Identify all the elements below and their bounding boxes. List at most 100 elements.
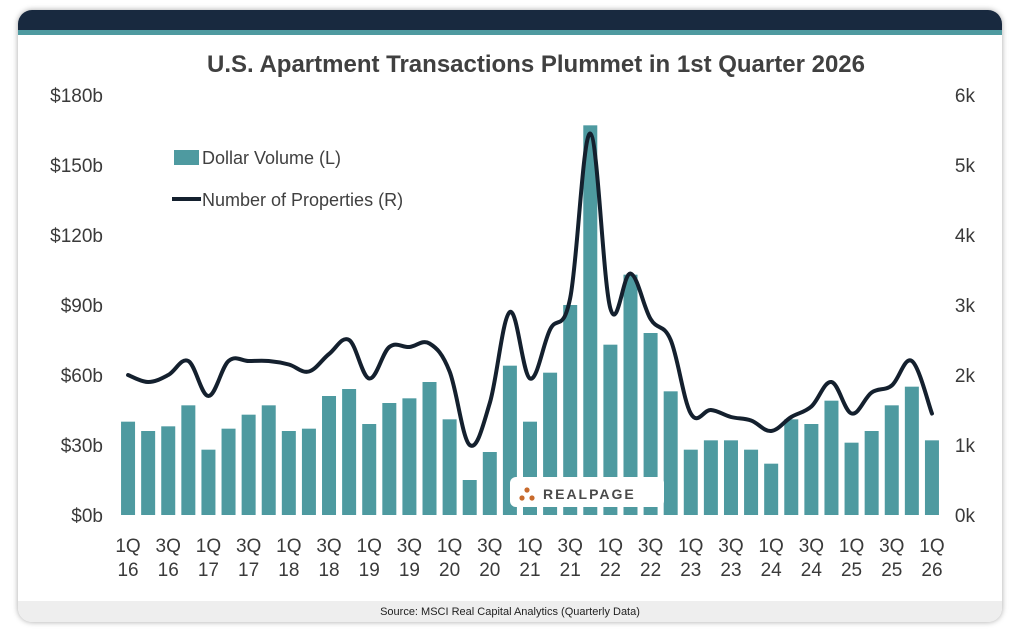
x-tick-label-bottom: 24	[761, 560, 783, 581]
bar-4Q18	[342, 389, 357, 515]
x-tick-label-bottom: 17	[238, 560, 259, 581]
x-tick-label-bottom: 18	[278, 560, 299, 581]
x-tick-label-bottom: 23	[680, 560, 701, 581]
bar-1Q17	[201, 449, 216, 515]
bar-1Q16	[121, 421, 136, 515]
bar-2Q16	[141, 431, 156, 515]
x-tick-label-bottom: 17	[198, 560, 219, 581]
bar-4Q23	[744, 449, 759, 515]
bar-2Q25	[864, 431, 879, 515]
legend-label-number-of-properties: Number of Properties (R)	[202, 190, 403, 210]
header-stripe	[18, 30, 1002, 35]
x-axis: 1Q 16 3Q 16 1Q 17 3Q 17 1Q 18 3Q 18 1Q 19 3Q 19 1Q 20 3Q 20…	[115, 536, 944, 581]
left-tick-label: $180b	[50, 86, 103, 107]
right-tick-label: 6k	[955, 86, 976, 107]
chart-frame: Source: MSCI Real Capital Analytics (Qua…	[18, 10, 1002, 622]
source-note: Source: MSCI Real Capital Analytics (Qua…	[380, 606, 640, 618]
x-tick-label-bottom: 25	[881, 560, 902, 581]
bar-2Q22	[623, 274, 638, 515]
right-tick-label: 3k	[955, 296, 976, 317]
x-tick-label-bottom: 19	[359, 560, 380, 581]
x-tick-label-top: 3Q	[799, 536, 824, 557]
bar-4Q25	[904, 386, 919, 515]
left-tick-label: $0b	[71, 506, 103, 527]
x-tick-label-top: 3Q	[879, 536, 904, 557]
x-tick-label-bottom: 25	[841, 560, 862, 581]
bar-3Q24	[804, 424, 819, 515]
x-tick-label-bottom: 21	[519, 560, 540, 581]
x-tick-label-bottom: 21	[560, 560, 581, 581]
bar-4Q16	[181, 405, 196, 515]
bar-2Q19	[382, 403, 397, 515]
x-tick-label-top: 1Q	[115, 536, 140, 557]
left-tick-label: $120b	[50, 226, 103, 247]
bar-3Q16	[161, 426, 176, 515]
bar-4Q21	[583, 125, 598, 515]
bar-3Q17	[241, 414, 256, 515]
bar-1Q23	[683, 449, 698, 515]
logo-dot-1	[524, 487, 530, 493]
x-tick-label-top: 3Q	[638, 536, 663, 557]
x-tick-label-top: 1Q	[678, 536, 703, 557]
x-tick-label-bottom: 18	[318, 560, 339, 581]
x-tick-label-top: 1Q	[357, 536, 382, 557]
x-tick-label-top: 3Q	[316, 536, 341, 557]
bar-2Q18	[301, 428, 316, 515]
x-tick-label-top: 1Q	[919, 536, 944, 557]
properties-line	[126, 131, 934, 448]
logo-text: REALPAGE	[543, 486, 636, 502]
left-axis: $0b $30b $60b $90b $120b $150b $180b	[50, 86, 103, 527]
x-tick-label-top: 3Q	[477, 536, 502, 557]
bar-2Q23	[703, 440, 718, 515]
bar-1Q26	[924, 440, 939, 515]
x-tick-label-bottom: 23	[720, 560, 741, 581]
x-tick-label-top: 3Q	[156, 536, 181, 557]
bar-1Q20	[442, 419, 457, 515]
legend-label-dollar-volume: Dollar Volume (L)	[202, 148, 341, 168]
logo-background	[510, 477, 664, 507]
header-bar	[18, 10, 1002, 30]
x-tick-label-bottom: 24	[801, 560, 823, 581]
footer-bar	[18, 601, 1002, 622]
x-tick-label-bottom: 19	[399, 560, 420, 581]
x-tick-label-bottom: 22	[640, 560, 661, 581]
right-tick-label: 2k	[955, 366, 976, 387]
x-tick-label-top: 1Q	[839, 536, 864, 557]
x-tick-label-top: 1Q	[517, 536, 542, 557]
bar-2Q17	[221, 428, 236, 515]
legend-swatch-dollar-volume	[174, 150, 199, 165]
x-tick-label-bottom: 22	[600, 560, 621, 581]
bar-4Q22	[663, 391, 678, 515]
bar-4Q24	[824, 400, 839, 515]
logo-dot-3	[529, 495, 535, 501]
left-tick-label: $90b	[61, 296, 103, 317]
bar-3Q25	[884, 405, 899, 515]
right-axis: 0k 1k 2k 3k 4k 5k 6k	[955, 86, 976, 527]
left-tick-label: $60b	[61, 366, 103, 387]
bar-1Q18	[281, 431, 296, 515]
x-tick-label-bottom: 16	[158, 560, 179, 581]
bar-3Q18	[322, 396, 337, 515]
bar-3Q21	[563, 305, 578, 515]
left-tick-label: $30b	[61, 436, 103, 457]
right-tick-label: 5k	[955, 156, 976, 177]
x-tick-label-top: 1Q	[276, 536, 301, 557]
bar-2Q24	[784, 419, 799, 515]
bar-4Q19	[422, 382, 437, 515]
bar-1Q22	[603, 344, 618, 515]
bar-series	[121, 125, 939, 515]
x-tick-label-top: 1Q	[758, 536, 783, 557]
x-tick-label-bottom: 20	[439, 560, 460, 581]
bar-1Q19	[362, 424, 377, 515]
bar-3Q19	[402, 398, 417, 515]
x-tick-label-top: 1Q	[598, 536, 623, 557]
logo-dot-2	[519, 495, 525, 501]
realpage-logo: REALPAGE	[510, 477, 664, 507]
x-tick-label-top: 3Q	[236, 536, 261, 557]
right-tick-label: 4k	[955, 226, 976, 247]
x-tick-label-bottom: 20	[479, 560, 500, 581]
x-tick-label-top: 1Q	[196, 536, 221, 557]
bar-4Q17	[261, 405, 276, 515]
bar-1Q25	[844, 442, 859, 515]
bar-3Q23	[723, 440, 738, 515]
